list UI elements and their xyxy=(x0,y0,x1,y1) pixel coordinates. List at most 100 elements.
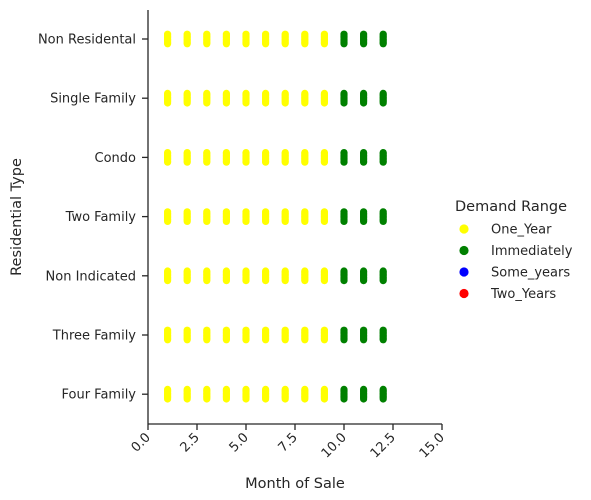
legend-marker xyxy=(459,245,469,256)
point-dot xyxy=(340,40,348,48)
data-point xyxy=(203,385,211,403)
point-dot xyxy=(281,336,289,344)
data-point xyxy=(340,208,348,225)
point-dot xyxy=(164,158,172,166)
point-dot xyxy=(164,336,172,344)
point-dot xyxy=(360,158,368,166)
point-dot xyxy=(320,40,328,48)
point-dot xyxy=(340,395,348,403)
data-point xyxy=(281,89,289,107)
point-dot xyxy=(340,277,348,285)
x-ticks: 0.0 2.5 5.0 7.5 10.0 12.5 15.0 xyxy=(129,424,448,461)
point-dot xyxy=(379,40,387,48)
point-dot xyxy=(320,99,328,107)
point-dot xyxy=(242,395,250,403)
data-point xyxy=(360,89,368,107)
data-point xyxy=(360,326,368,344)
point-dot xyxy=(281,158,289,166)
point-dot xyxy=(320,336,328,344)
point-dot xyxy=(340,99,348,107)
point-dot xyxy=(360,336,368,344)
y-tick-label: Condo xyxy=(95,151,137,166)
y-tick-label: Four Family xyxy=(61,388,136,403)
point-dot xyxy=(360,40,368,48)
point-dot xyxy=(242,158,250,166)
data-point xyxy=(379,208,387,225)
data-point xyxy=(281,149,289,166)
data-point xyxy=(379,149,387,166)
point-dot xyxy=(301,395,309,403)
point-dot xyxy=(242,99,250,107)
data-point xyxy=(340,385,348,403)
point-dot xyxy=(281,217,289,225)
data-point xyxy=(203,89,211,107)
point-dot xyxy=(164,40,172,48)
data-point xyxy=(320,326,328,344)
point-dot xyxy=(281,395,289,403)
data-point xyxy=(262,149,270,166)
data-point xyxy=(360,30,368,48)
data-point xyxy=(164,326,172,344)
point-dot xyxy=(301,40,309,48)
point-dot xyxy=(379,336,387,344)
data-point xyxy=(281,208,289,225)
legend-label: Immediately xyxy=(491,244,573,259)
y-tick-label: Three Family xyxy=(52,329,137,344)
x-tick-label: 15.0 xyxy=(417,430,448,461)
point-dot xyxy=(262,99,270,107)
point-dot xyxy=(203,336,211,344)
data-point xyxy=(320,89,328,107)
data-point xyxy=(164,30,172,48)
point-dot xyxy=(183,395,191,403)
data-point xyxy=(203,30,211,48)
point-dot xyxy=(222,99,230,107)
data-point xyxy=(360,267,368,285)
y-tick-label: Non Residental xyxy=(38,33,136,48)
data-point xyxy=(183,385,191,403)
x-tick-label: 0.0 xyxy=(129,430,154,455)
data-point xyxy=(242,89,250,107)
point-dot xyxy=(281,40,289,48)
data-point xyxy=(222,149,230,166)
x-tick-label: 7.5 xyxy=(276,430,301,455)
data-point xyxy=(340,89,348,107)
point-dot xyxy=(242,336,250,344)
legend-item: Some_years xyxy=(459,266,570,281)
point-dot xyxy=(340,336,348,344)
data-point xyxy=(379,385,387,403)
point-dot xyxy=(222,395,230,403)
point-dot xyxy=(320,217,328,225)
data-point xyxy=(281,326,289,344)
data-point xyxy=(320,30,328,48)
data-point xyxy=(360,385,368,403)
point-dot xyxy=(262,277,270,285)
point-dot xyxy=(340,158,348,166)
data-point xyxy=(262,385,270,403)
point-dot xyxy=(360,277,368,285)
y-tick-label: Non Indicated xyxy=(46,269,136,284)
data-point xyxy=(281,385,289,403)
data-point xyxy=(340,326,348,344)
point-dot xyxy=(379,395,387,403)
data-point xyxy=(164,89,172,107)
point-dot xyxy=(203,217,211,225)
legend-marker xyxy=(459,224,469,234)
data-point xyxy=(222,385,230,403)
data-point xyxy=(281,30,289,48)
point-dot xyxy=(183,99,191,107)
point-dot xyxy=(183,336,191,344)
point-dot xyxy=(242,40,250,48)
point-dot xyxy=(262,336,270,344)
point-dot xyxy=(320,277,328,285)
data-point xyxy=(320,149,328,166)
y-tick-label: Single Family xyxy=(50,92,136,107)
data-point xyxy=(340,267,348,285)
data-point xyxy=(281,267,289,285)
data-point xyxy=(242,30,250,48)
point-dot xyxy=(203,158,211,166)
point-dot xyxy=(203,40,211,48)
data-point xyxy=(301,89,309,107)
data-point xyxy=(222,326,230,344)
point-dot xyxy=(164,217,172,225)
point-dot xyxy=(262,395,270,403)
